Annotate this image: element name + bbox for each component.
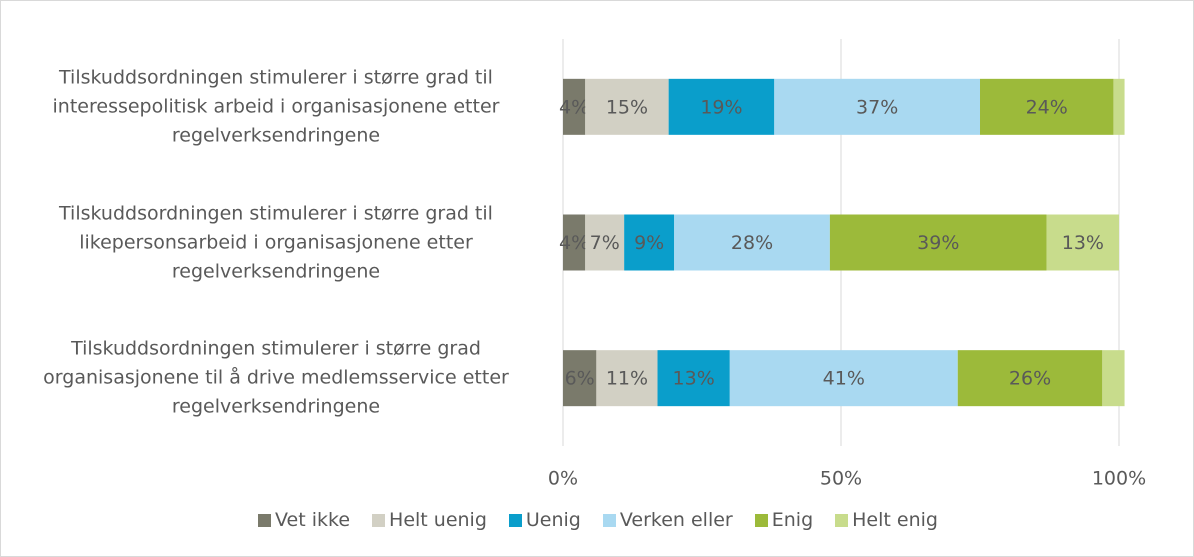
data-label: 13% [1062, 232, 1104, 254]
data-label: 4% [559, 96, 589, 118]
data-label: 9% [634, 232, 664, 254]
bar-segment [729, 350, 958, 407]
legend-label: Enig [771, 509, 814, 531]
bar-segment [596, 350, 658, 407]
data-label: 11% [606, 368, 648, 390]
data-label: 41% [823, 368, 865, 390]
data-label: 7% [590, 232, 620, 254]
legend-swatch [508, 513, 522, 527]
bar-segment [1046, 214, 1119, 271]
legend-swatch [835, 513, 849, 527]
legend-label: Helt enig [852, 509, 938, 531]
bar-segment [563, 214, 586, 271]
x-tick-label: 50% [820, 468, 862, 490]
data-label: 37% [856, 96, 898, 118]
category-label: Tilskuddsordningen stimulerer i større g… [52, 66, 500, 147]
legend-swatch [372, 513, 386, 527]
x-tick-label: 0% [548, 468, 578, 490]
legend-label: Uenig [525, 509, 581, 531]
legend-item: Helt enig [835, 509, 938, 531]
bar-segment [1102, 350, 1125, 407]
bar-segment [668, 78, 775, 135]
data-label: 39% [917, 232, 959, 254]
bar-segment [774, 78, 980, 135]
bar-segment [829, 214, 1047, 271]
data-label: 24% [1026, 96, 1068, 118]
legend: Vet ikke Helt uenig Uenig Verken eller Enig H… [1, 509, 1193, 531]
legend-swatch [602, 513, 616, 527]
category-label: Tilskuddsordningen stimulerer i større g… [59, 202, 493, 282]
data-label: 13% [673, 368, 715, 390]
category-label: Tilskuddsordningen stimulerer i større g… [43, 337, 509, 418]
legend-label: Helt uenig [389, 509, 487, 531]
data-label: 4% [559, 232, 589, 254]
bar-segment [563, 78, 586, 135]
bar-segment [563, 350, 597, 407]
bar-segment [585, 78, 669, 135]
data-label: 15% [606, 96, 648, 118]
data-label: 19% [700, 96, 742, 118]
bar-segment [585, 214, 625, 271]
legend-label: Verken eller [619, 509, 733, 531]
bar-segment [657, 350, 730, 407]
data-label: 26% [1009, 368, 1051, 390]
legend-item: Helt uenig [372, 509, 487, 531]
bar-segment [980, 78, 1114, 135]
data-label: 6% [565, 368, 595, 390]
bar-segment [624, 214, 675, 271]
legend-label: Vet ikke [275, 509, 351, 531]
x-tick-label: 100% [1092, 468, 1146, 490]
bar-segment [674, 214, 830, 271]
legend-swatch [754, 513, 768, 527]
data-label: 28% [731, 232, 773, 254]
legend-swatch [258, 513, 272, 527]
legend-item: Enig [754, 509, 814, 531]
bar-segment [957, 350, 1103, 407]
legend-item: Verken eller [602, 509, 733, 531]
legend-item: Vet ikke [258, 509, 350, 531]
legend-item: Uenig [508, 509, 581, 531]
bar-segment [1113, 78, 1125, 135]
